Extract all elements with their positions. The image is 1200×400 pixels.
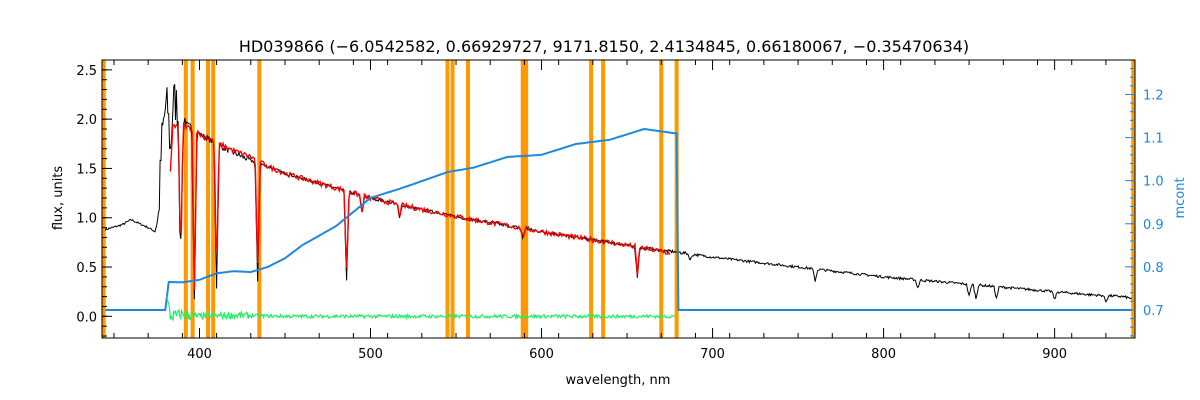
y-tick-label: 2.5 <box>76 64 97 79</box>
y-right-tick-label: 1.1 <box>1143 132 1164 147</box>
x-axis: 400 500 600 700 800 900 <box>113 60 1107 362</box>
y-axis-left: 0.0 0.5 1.0 1.5 2.0 2.5 <box>76 64 112 337</box>
orange-marker-lines <box>101 60 1136 338</box>
x-tick-label: 700 <box>700 347 725 362</box>
x-tick-label: 500 <box>358 347 383 362</box>
y-right-tick-label: 1.0 <box>1143 175 1164 190</box>
series-mcont <box>105 127 1132 311</box>
y-tick-label: 0.5 <box>76 261 97 276</box>
y-axis-title: flux, units <box>51 166 66 231</box>
series-residual <box>166 295 676 322</box>
plot-frame <box>101 59 1136 339</box>
series-model <box>169 122 671 290</box>
y-tick-label: 0.0 <box>76 310 97 325</box>
y-tick-label: 2.0 <box>76 113 97 128</box>
y-tick-label: 1.5 <box>76 162 97 177</box>
x-tick-label: 600 <box>529 347 554 362</box>
x-tick-label: 900 <box>1042 347 1067 362</box>
y-right-tick-label: 1.2 <box>1143 88 1164 103</box>
x-tick-label: 800 <box>871 347 896 362</box>
x-tick-label: 400 <box>187 347 212 362</box>
y-axis-right: 0.7 0.8 0.9 1.0 1.1 1.2 <box>1125 68 1164 337</box>
y-axis-right-title: mcont <box>1173 177 1188 218</box>
y-tick-label: 1.0 <box>76 212 97 227</box>
y-right-tick-label: 0.9 <box>1143 218 1164 233</box>
y-right-tick-label: 0.7 <box>1143 304 1164 319</box>
y-right-tick-label: 0.8 <box>1143 261 1164 276</box>
chart-title: HD039866 (−6.0542582, 0.66929727, 9171.8… <box>239 37 969 56</box>
series-observed-flux <box>104 84 1132 303</box>
x-axis-title: wavelength, nm <box>566 373 671 388</box>
series-layer <box>104 84 1132 322</box>
